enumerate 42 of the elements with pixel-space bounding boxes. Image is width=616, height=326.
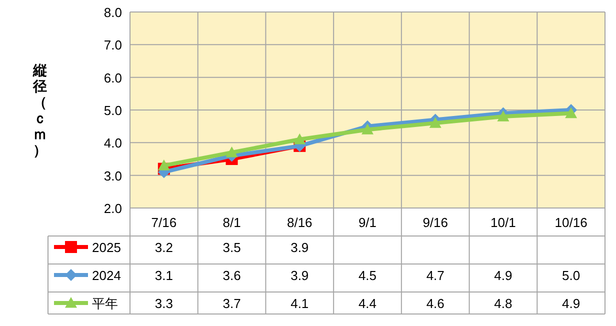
point: [429, 117, 442, 128]
data-label: 3.9: [290, 240, 309, 255]
data-label: 4.7: [426, 268, 444, 283]
data-label: 3.9: [290, 268, 309, 283]
data-label: 5.0: [562, 268, 580, 283]
y-tick-label: 8.0: [104, 5, 122, 20]
x-tick-label: 7/16: [151, 215, 177, 230]
data-label: 4.5: [358, 268, 377, 283]
y-tick-label: 6.0: [104, 70, 122, 86]
data-label: 4.9: [562, 296, 580, 311]
y-tick-label: 7.0: [104, 38, 122, 53]
legend-label: 平年: [92, 296, 118, 311]
legend-label: 2024: [92, 268, 121, 283]
y-tick-label: 2.0: [104, 201, 122, 216]
y-axis-title: 縦径（ｃｍ）: [33, 62, 47, 158]
y-tick-label: 4.0: [104, 136, 122, 151]
legend-label: 2025: [92, 240, 121, 255]
data-label: 4.4: [358, 296, 377, 311]
point: [158, 160, 170, 170]
point: [497, 110, 510, 122]
x-tick-label: 10/1: [490, 215, 516, 230]
data-label: 3.6: [222, 268, 241, 283]
x-tick-label: 9/16: [422, 215, 448, 230]
point: [565, 107, 578, 118]
y-tick-label: 5.0: [104, 103, 122, 118]
data-label: 3.2: [154, 240, 173, 255]
point: [294, 133, 306, 144]
data-label: 3.7: [222, 296, 241, 311]
data-label: 3.1: [154, 268, 173, 283]
x-tick-label: 8/16: [286, 215, 312, 230]
point: [226, 146, 238, 158]
x-tick-label: 9/1: [358, 215, 377, 230]
y-tick-label: 3.0: [104, 168, 122, 184]
data-label: 4.8: [494, 296, 512, 311]
data-label: 4.9: [494, 268, 512, 283]
data-label: 4.6: [426, 296, 444, 311]
data-label: 3.5: [222, 240, 241, 255]
data-label: 3.3: [154, 296, 173, 311]
x-tick-label: 8/1: [222, 215, 241, 230]
data-label: 4.1: [290, 296, 309, 311]
point: [362, 124, 374, 134]
x-tick-label: 10/16: [554, 215, 588, 230]
